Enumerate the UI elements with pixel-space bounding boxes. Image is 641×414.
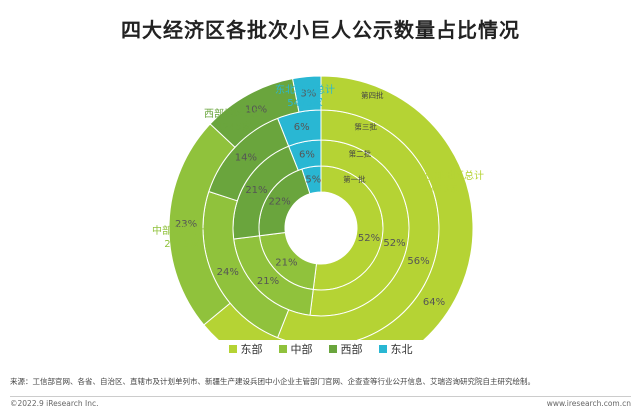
ring-3-west-label: 14% [235, 152, 257, 163]
ring-4-east-label: 64% [423, 297, 445, 308]
ring-4-west-segment [209, 78, 300, 148]
legend-label-west: 西部 [340, 343, 363, 356]
legend-swatch-west [328, 345, 337, 353]
ring-1-northeast-label: 5% [305, 175, 321, 186]
legend-item-west: 西部 [328, 341, 363, 357]
ring-1-central-label: 21% [275, 258, 297, 269]
legend-swatch-east [228, 345, 237, 353]
ring-4-northeast-label: 3% [300, 89, 316, 100]
legend-item-northeast: 东北 [378, 341, 413, 357]
annotation-3-value: 5473家 [424, 182, 459, 195]
source-note: 来源：工信部官网、各省、自治区、直辖市及计划单列市、新疆生产建设兵团中小企业主管… [10, 377, 535, 386]
ring-1-name: 第一批 [343, 174, 366, 184]
legend-item-east: 东部 [228, 341, 263, 357]
ring-2-name: 第二批 [349, 149, 372, 159]
chart-title: 四大经济区各批次小巨人公示数量占比情况 [121, 18, 520, 42]
annotation-2-title: 西部地区总计 [204, 107, 264, 120]
ring-3-central-label: 24% [217, 267, 239, 278]
multi-ring-donut-chart: 5%52%21%22%第一批6%52%21%21%第二批6%56%24%14%第… [152, 75, 484, 340]
ring-2-west-label: 21% [245, 185, 267, 196]
annotation-4-value: 2149家 [164, 237, 199, 250]
page-footer: ©2022.9 iResearch Inc. www.iresearch.com… [10, 396, 631, 408]
ring-4-central-label: 23% [175, 219, 197, 230]
annotation-3-title: 东部地区总计 [424, 169, 484, 182]
ring-3-northeast-label: 6% [294, 122, 310, 133]
ring-3-east-label: 56% [407, 256, 429, 267]
annotation-4-title: 中部地区总计 [152, 224, 212, 237]
legend-label-east: 东部 [240, 343, 263, 356]
ring-1-east-label: 52% [358, 233, 380, 244]
ring-2-central-label: 21% [257, 276, 279, 287]
ring-3-name: 第三批 [354, 121, 377, 131]
legend-label-central: 中部 [290, 343, 313, 356]
annotation-2-value: 1245家 [216, 120, 251, 133]
chart-legend: 东部 中部 西部 东北 [0, 341, 641, 357]
ring-4-west-label: 10% [245, 105, 267, 116]
ring-1-west-label: 22% [269, 197, 291, 208]
ring-4-name: 第四批 [361, 90, 384, 100]
legend-label-northeast: 东北 [390, 343, 413, 356]
footer-website: www.iresearch.com.cn [546, 399, 631, 408]
annotation-1-value: 5473家 [287, 96, 322, 109]
legend-swatch-central [278, 345, 287, 353]
ring-2-east-label: 52% [383, 238, 405, 249]
ring-4-east-segment [203, 75, 474, 340]
ring-2-northeast-label: 6% [299, 149, 315, 160]
legend-swatch-northeast [378, 345, 387, 353]
footer-copyright: ©2022.9 iResearch Inc. [10, 399, 99, 408]
legend-item-central: 中部 [278, 341, 313, 357]
annotation-1-title: 东北地区总计 [275, 83, 335, 96]
